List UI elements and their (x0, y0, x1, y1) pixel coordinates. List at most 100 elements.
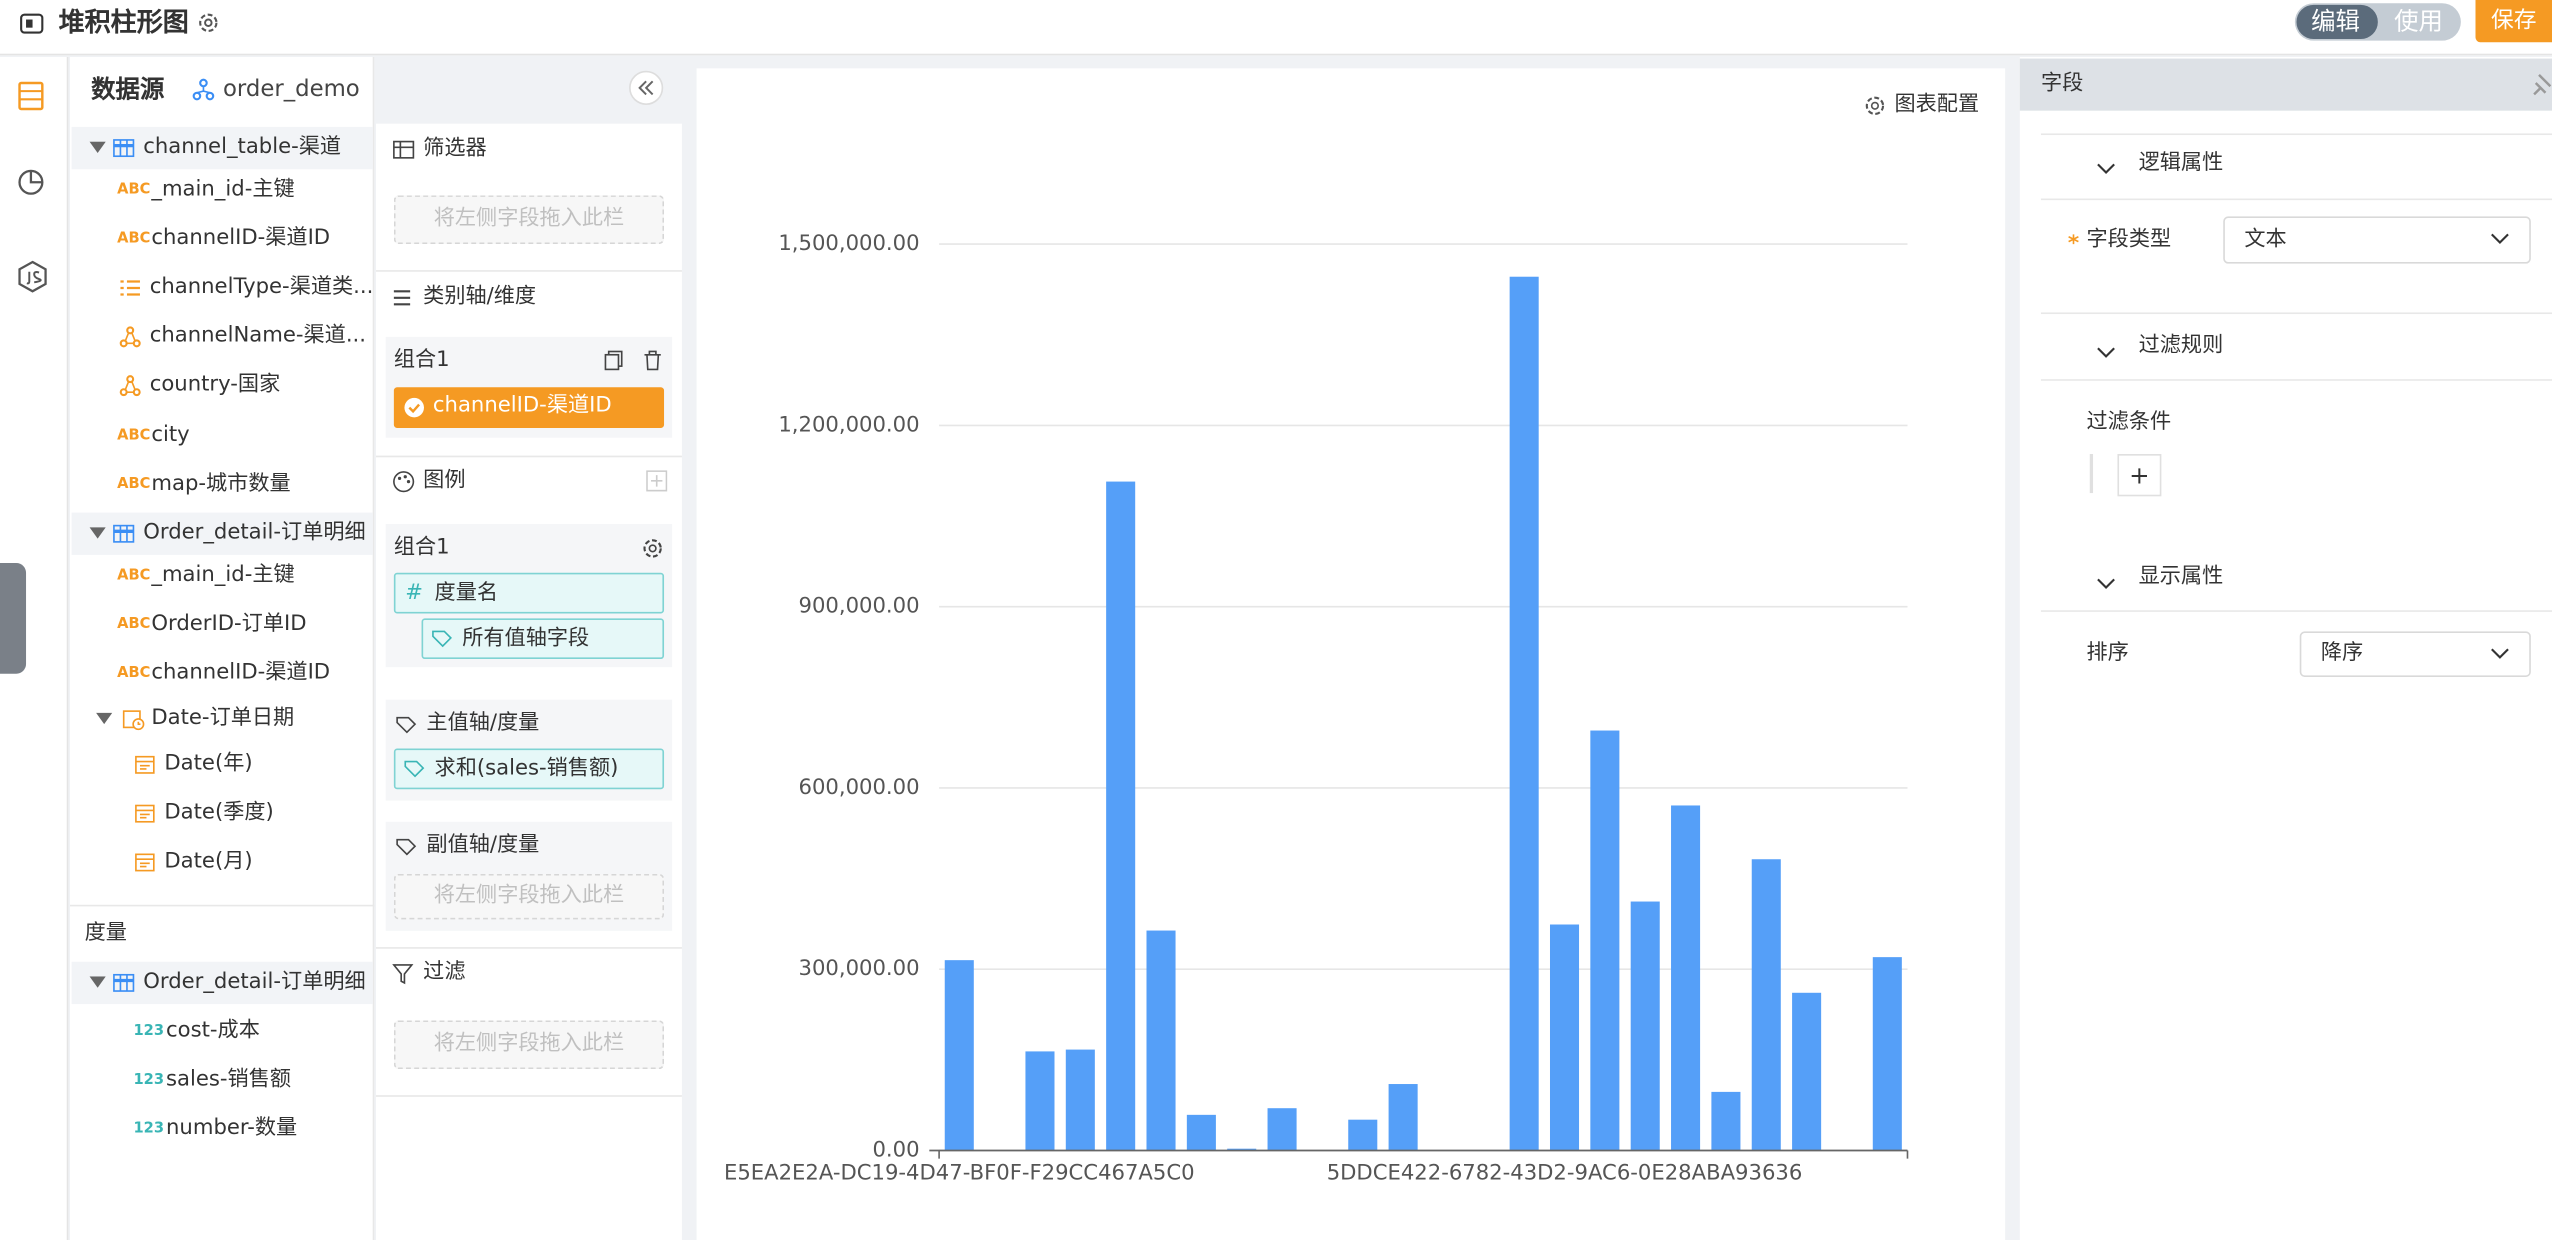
expand-arrow[interactable] (89, 976, 106, 989)
field-item[interactable]: Date(月) (164, 849, 253, 874)
app-icon (20, 13, 44, 34)
field-item[interactable]: channel_table-渠道 (143, 135, 342, 160)
dataset-name[interactable]: order_demo (222, 76, 360, 103)
check-icon (404, 397, 424, 418)
filter2-title: 过滤 (423, 960, 466, 985)
chart-config[interactable]: 图表配置 (1894, 92, 1980, 118)
bar (1549, 924, 1580, 1151)
row-highlight (71, 126, 373, 170)
required-mark (2068, 234, 2079, 245)
field-item[interactable]: country-国家 (149, 372, 281, 398)
type-badge: ABC (117, 427, 151, 445)
expand-arrow[interactable] (89, 527, 106, 540)
divider (375, 947, 682, 949)
field-item[interactable]: sales-销售额 (166, 1067, 292, 1092)
x-tick-label: E5EA2E2A-DC19-4D47-BF0F-F29CC467A5C0 (724, 1159, 1195, 1184)
tbl-icon (113, 524, 135, 543)
field-type-select[interactable]: 文本 (2223, 216, 2531, 264)
pin-icon[interactable] (2532, 73, 2552, 96)
palette-icon (393, 471, 415, 493)
copy-icon[interactable] (604, 350, 624, 371)
row-highlight (71, 961, 373, 1005)
x-tick-label: 5DDCE422-6782-43D2-9AC6-0E28ABA93636 (1327, 1159, 1803, 1184)
field-item[interactable]: cost-成本 (166, 1018, 260, 1044)
chart-nav[interactable] (16, 168, 45, 197)
chart-config-icon[interactable] (1864, 94, 1887, 117)
js-nav[interactable] (16, 260, 49, 293)
sidebar-handle[interactable] (0, 563, 27, 674)
save-button[interactable]: 保存 (2475, 0, 2552, 43)
tag-icon (396, 838, 417, 856)
divider (2040, 133, 2552, 136)
bar (1227, 1148, 1257, 1151)
chevron[interactable] (2096, 163, 2116, 176)
bar (1509, 276, 1539, 1151)
condition-bar (2089, 454, 2094, 494)
field-item[interactable]: _main_id-主键 (151, 563, 295, 588)
field-item[interactable]: number-数量 (166, 1116, 298, 1141)
legend-sub-field[interactable]: 所有值轴字段 (421, 618, 665, 660)
datasource-panel (69, 56, 375, 1240)
section-display[interactable]: 显示属性 (2138, 564, 2224, 590)
field-item[interactable]: channelID-渠道ID (151, 226, 331, 251)
y-tick-label: 1,500,000.00 (778, 230, 919, 255)
field-item[interactable]: _main_id-主键 (151, 177, 295, 202)
sort-select[interactable]: 降序 (2299, 631, 2531, 677)
field-item[interactable]: channelName-渠道... (149, 323, 367, 349)
chevron (2491, 648, 2509, 659)
sort-label: 排序 (2086, 641, 2129, 666)
bar (1025, 1051, 1055, 1151)
measures-title: 度量 (84, 921, 127, 946)
filter-condition-label: 过滤条件 (2086, 410, 2172, 435)
field-item[interactable]: Date(年) (164, 751, 253, 777)
group-name: 组合1 (393, 535, 450, 560)
add-icon[interactable] (646, 470, 668, 492)
node-icon (119, 375, 141, 397)
mode-use[interactable]: 使用 (2394, 6, 2443, 36)
field-item[interactable]: Date(季度) (164, 800, 274, 826)
type-badge: ABC (117, 182, 151, 199)
group-settings[interactable] (641, 537, 664, 560)
cal-icon (135, 853, 155, 872)
bar (1671, 805, 1701, 1151)
tag-icon (396, 716, 417, 734)
field-item[interactable]: Date-订单日期 (151, 706, 295, 731)
collapse-button[interactable] (628, 70, 664, 106)
drop-zone[interactable]: 将左侧字段拖入此栏 (393, 1020, 665, 1070)
bar (1146, 930, 1176, 1151)
mode-active (2296, 4, 2378, 40)
tag-icon (432, 630, 452, 648)
field-type-label: 字段类型 (2086, 227, 2172, 253)
y-tick-label: 600,000.00 (799, 774, 920, 799)
add-condition[interactable]: + (2117, 454, 2162, 497)
field-item[interactable]: Order_detail-订单明细 (143, 520, 366, 546)
type-badge: 123 (133, 1072, 165, 1089)
legend-field[interactable]: 度量名 (393, 572, 665, 614)
field-item[interactable]: channelType-渠道类... (149, 275, 374, 300)
drop-zone[interactable]: 将左侧字段拖入此栏 (393, 873, 665, 920)
field-item[interactable]: map-城市数量 (151, 471, 291, 497)
datasource-nav[interactable] (16, 80, 45, 113)
expand-arrow[interactable] (96, 712, 113, 726)
cal-icon (135, 804, 155, 823)
primary-field[interactable]: 求和(sales-销售额) (393, 748, 665, 790)
section-filter-rules[interactable]: 过滤规则 (2138, 333, 2224, 359)
field-item[interactable]: city (151, 423, 190, 448)
category-field[interactable]: channelID-渠道ID (393, 387, 665, 428)
mode-edit[interactable]: 编辑 (2311, 6, 2360, 36)
field-item[interactable]: Order_detail-订单明细 (143, 969, 366, 995)
settings-icon[interactable] (195, 10, 221, 36)
delete-icon[interactable] (643, 350, 663, 371)
expand-arrow[interactable] (89, 141, 106, 155)
chart-panel (696, 68, 2006, 1240)
chevron[interactable] (2096, 347, 2116, 360)
field-item[interactable]: OrderID-订单ID (151, 611, 307, 637)
chevron[interactable] (2096, 578, 2116, 591)
section-logic[interactable]: 逻辑属性 (2138, 151, 2224, 176)
table-icon (393, 140, 415, 159)
drop-zone[interactable]: 将左侧字段拖入此栏 (393, 195, 665, 245)
primary-title: 主值轴/度量 (426, 711, 540, 736)
chevron (2491, 233, 2509, 244)
field-item[interactable]: channelID-渠道ID (151, 660, 331, 686)
